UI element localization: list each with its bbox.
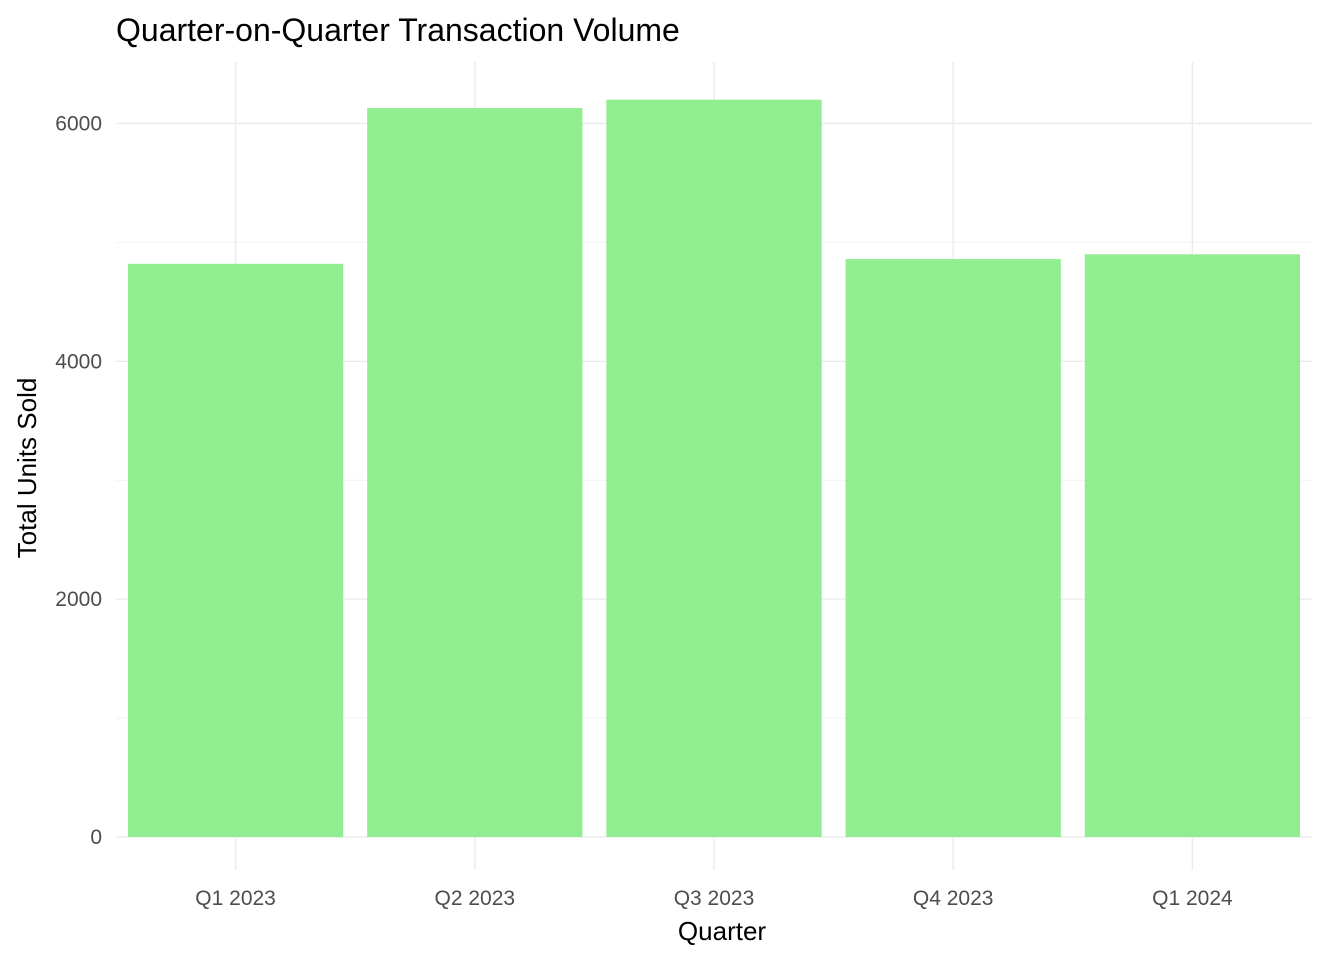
x-tick-label: Q1 2024	[1152, 887, 1233, 910]
bar-q1-2023	[127, 263, 344, 837]
bars	[127, 99, 1301, 838]
x-tick-label: Q1 2023	[195, 887, 276, 910]
x-tick-label: Q2 2023	[435, 887, 516, 910]
y-tick-label: 0	[90, 826, 102, 849]
bar-q4-2023	[845, 259, 1061, 837]
y-tick-label: 2000	[55, 588, 102, 611]
y-tick-label: 6000	[55, 112, 102, 135]
x-axis-title: Quarter	[678, 916, 766, 946]
bar-q2-2023	[367, 108, 583, 838]
x-axis-ticks: Q1 2023 Q2 2023 Q3 2023 Q4 2023 Q1 2024	[195, 887, 1233, 910]
y-axis-title: Total Units Sold	[12, 378, 42, 559]
chart-title: Quarter-on-Quarter Transaction Volume	[116, 12, 680, 48]
x-tick-label: Q4 2023	[913, 887, 994, 910]
bar-q3-2023	[606, 99, 822, 838]
y-tick-label: 4000	[55, 350, 102, 373]
bar-q1-2024	[1084, 254, 1301, 838]
y-axis-ticks: 0 2000 4000 6000	[55, 112, 102, 849]
x-tick-label: Q3 2023	[674, 887, 755, 910]
